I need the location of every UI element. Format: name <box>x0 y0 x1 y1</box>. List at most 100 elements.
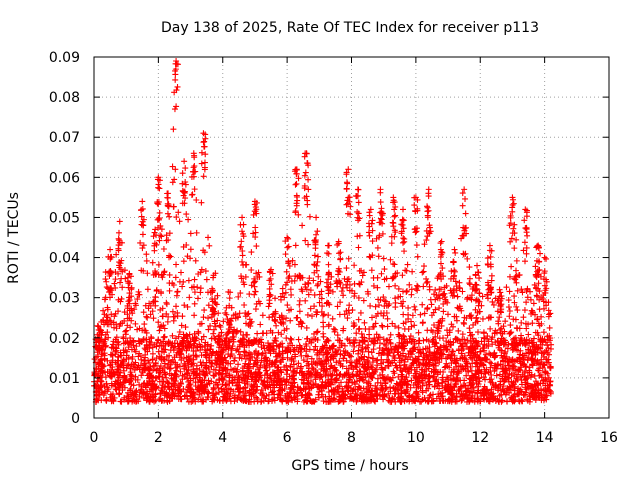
data-point <box>539 341 546 348</box>
data-point <box>140 309 147 316</box>
data-point <box>273 357 280 364</box>
data-point <box>468 312 475 319</box>
data-point <box>521 307 528 314</box>
data-point <box>169 163 176 170</box>
data-point <box>320 323 327 330</box>
data-point <box>370 369 377 376</box>
data-point <box>305 241 312 248</box>
data-point <box>346 302 353 309</box>
data-point <box>260 394 267 401</box>
data-point <box>426 372 433 379</box>
data-point <box>391 227 398 234</box>
data-point <box>120 335 127 342</box>
data-point <box>412 306 419 313</box>
data-point <box>331 328 338 335</box>
data-point <box>388 377 395 384</box>
data-point <box>519 289 526 296</box>
y-tick-label: 0.01 <box>49 371 80 387</box>
data-point <box>137 386 144 393</box>
data-point <box>370 274 377 281</box>
data-point <box>459 396 466 403</box>
data-point <box>182 324 189 331</box>
data-point <box>136 393 143 400</box>
data-point <box>513 257 520 264</box>
data-point <box>338 288 345 295</box>
data-point <box>525 346 532 353</box>
data-point <box>254 330 261 337</box>
data-point <box>305 186 312 193</box>
data-point <box>507 322 514 329</box>
data-point <box>238 275 245 282</box>
data-point <box>129 310 136 317</box>
data-point <box>291 261 298 268</box>
data-point <box>314 328 321 335</box>
data-point <box>344 284 351 291</box>
data-point <box>181 189 188 196</box>
data-point <box>523 336 530 343</box>
data-point <box>194 284 201 291</box>
data-point <box>108 398 115 405</box>
data-point <box>476 275 483 282</box>
x-tick-label: 14 <box>536 430 554 446</box>
data-point <box>103 278 110 285</box>
data-point <box>298 392 305 399</box>
data-point <box>449 348 456 355</box>
data-point <box>201 159 208 166</box>
data-point <box>374 244 381 251</box>
data-point <box>187 255 194 262</box>
data-point <box>316 349 323 356</box>
data-point <box>283 335 290 342</box>
data-point <box>432 333 439 340</box>
data-point <box>363 379 370 386</box>
data-point <box>436 335 443 342</box>
data-point <box>101 296 108 303</box>
data-point <box>459 363 466 370</box>
data-point <box>241 352 248 359</box>
data-point <box>184 333 191 340</box>
data-point <box>165 190 172 197</box>
data-point <box>468 381 475 388</box>
data-point <box>456 303 463 310</box>
data-point <box>400 206 406 213</box>
data-point <box>216 322 223 329</box>
data-point <box>166 254 173 261</box>
data-point <box>535 280 542 287</box>
data-point <box>190 356 197 363</box>
data-point <box>448 268 455 275</box>
data-point <box>343 185 350 192</box>
data-point <box>206 368 213 375</box>
data-point <box>373 313 380 320</box>
data-point <box>314 253 321 260</box>
data-point <box>430 309 437 316</box>
data-point <box>332 349 339 356</box>
data-point <box>341 342 348 349</box>
data-point <box>200 333 207 340</box>
data-point <box>474 390 481 397</box>
data-point <box>419 269 426 276</box>
data-point <box>138 383 145 390</box>
data-point <box>459 343 466 350</box>
data-point <box>466 275 473 282</box>
data-point <box>200 143 207 150</box>
data-point <box>180 258 187 265</box>
data-point <box>407 333 414 340</box>
data-point <box>464 255 471 262</box>
data-point <box>336 311 343 318</box>
y-tick-label: 0.07 <box>49 130 80 146</box>
data-point <box>505 297 512 304</box>
data-point <box>357 309 364 316</box>
y-tick-label: 0.06 <box>49 170 80 186</box>
data-point <box>125 344 132 351</box>
data-point <box>486 242 493 249</box>
data-point <box>272 318 279 325</box>
data-point <box>201 307 208 314</box>
data-point <box>350 348 357 355</box>
data-point <box>116 218 123 225</box>
data-point <box>266 269 273 276</box>
data-point <box>412 229 419 236</box>
data-point <box>532 263 539 270</box>
data-point <box>497 381 504 388</box>
data-point <box>288 394 295 401</box>
data-point <box>290 358 297 365</box>
data-point <box>184 303 191 310</box>
